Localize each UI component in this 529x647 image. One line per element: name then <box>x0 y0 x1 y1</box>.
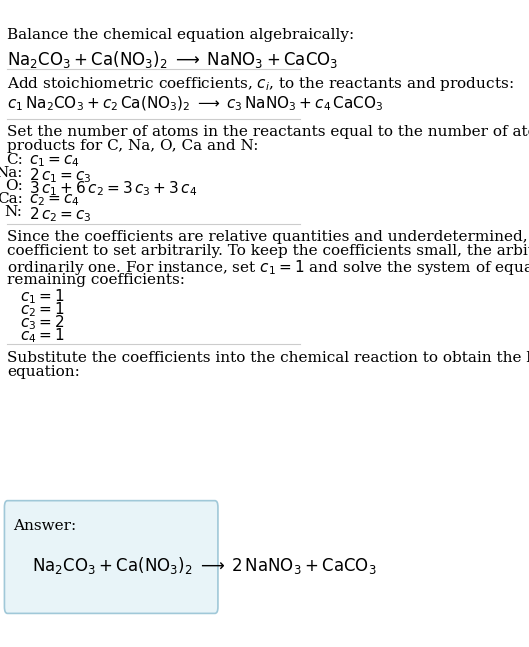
Text: $3\,c_1 + 6\,c_2 = 3\,c_3 + 3\,c_4$: $3\,c_1 + 6\,c_2 = 3\,c_3 + 3\,c_4$ <box>29 179 197 198</box>
Text: ordinarily one. For instance, set $c_1 = 1$ and solve the system of equations fo: ordinarily one. For instance, set $c_1 =… <box>7 258 529 278</box>
Text: $c_2 = 1$: $c_2 = 1$ <box>20 300 65 319</box>
Text: $2\,c_1 = c_3$: $2\,c_1 = c_3$ <box>29 166 92 185</box>
Text: $\mathrm{Na_2CO_3 + Ca(NO_3)_2 \;\longrightarrow\; 2\,NaNO_3 + CaCO_3}$: $\mathrm{Na_2CO_3 + Ca(NO_3)_2 \;\longri… <box>32 554 377 576</box>
Text: $c_2 = c_4$: $c_2 = c_4$ <box>29 192 80 208</box>
Text: products for C, Na, O, Ca and N:: products for C, Na, O, Ca and N: <box>7 139 259 153</box>
Text: C:: C: <box>6 153 23 168</box>
Text: $2\,c_2 = c_3$: $2\,c_2 = c_3$ <box>29 205 92 224</box>
Text: Balance the chemical equation algebraically:: Balance the chemical equation algebraica… <box>7 28 355 43</box>
Text: $c_3 = 2$: $c_3 = 2$ <box>20 313 64 332</box>
Text: $c_1 = c_4$: $c_1 = c_4$ <box>29 153 80 169</box>
Text: Substitute the coefficients into the chemical reaction to obtain the balanced: Substitute the coefficients into the che… <box>7 351 529 364</box>
Text: Ca:: Ca: <box>0 192 23 206</box>
Text: $c_4 = 1$: $c_4 = 1$ <box>20 326 65 345</box>
Text: $c_1\,\mathrm{Na_2CO_3} + c_2\,\mathrm{Ca(NO_3)_2} \;\longrightarrow\; c_3\,\mat: $c_1\,\mathrm{Na_2CO_3} + c_2\,\mathrm{C… <box>7 95 384 113</box>
Text: remaining coefficients:: remaining coefficients: <box>7 272 186 287</box>
Text: $c_1 = 1$: $c_1 = 1$ <box>20 287 65 306</box>
Text: O:: O: <box>5 179 23 193</box>
Text: Since the coefficients are relative quantities and underdetermined, choose a: Since the coefficients are relative quan… <box>7 230 529 244</box>
Text: Add stoichiometric coefficients, $c_i$, to the reactants and products:: Add stoichiometric coefficients, $c_i$, … <box>7 76 514 93</box>
Text: equation:: equation: <box>7 365 80 378</box>
Text: Set the number of atoms in the reactants equal to the number of atoms in the: Set the number of atoms in the reactants… <box>7 125 529 139</box>
Text: N:: N: <box>5 205 23 219</box>
Text: Answer:: Answer: <box>14 519 77 532</box>
Text: $\mathrm{Na_2CO_3 + Ca(NO_3)_2 \;\longrightarrow\; NaNO_3 + CaCO_3}$: $\mathrm{Na_2CO_3 + Ca(NO_3)_2 \;\longri… <box>7 49 339 70</box>
Text: Na:: Na: <box>0 166 23 181</box>
Text: coefficient to set arbitrarily. To keep the coefficients small, the arbitrary va: coefficient to set arbitrarily. To keep … <box>7 245 529 258</box>
FancyBboxPatch shape <box>4 501 218 613</box>
